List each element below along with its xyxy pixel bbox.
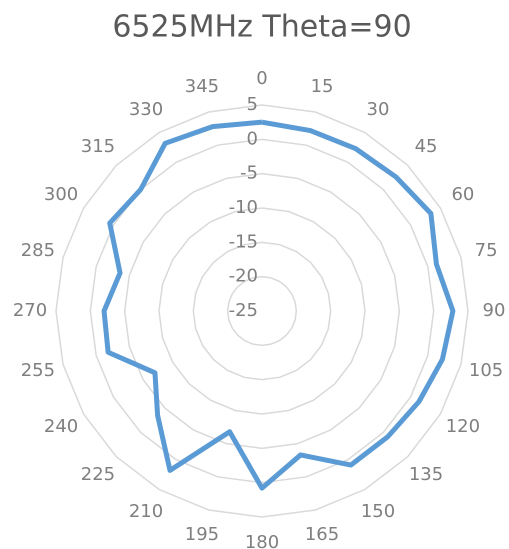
- category-label: 285: [21, 240, 55, 261]
- grid-ring: [89, 138, 435, 484]
- category-label: 150: [361, 501, 395, 522]
- category-label: 330: [129, 99, 163, 120]
- y-tick-label: 0: [247, 128, 258, 149]
- category-label: 225: [81, 464, 115, 485]
- y-tick-label: -10: [229, 197, 258, 218]
- category-label: 15: [311, 76, 334, 97]
- series-line: [101, 119, 456, 491]
- grid-ring: [226, 275, 298, 347]
- y-tick-label: -25: [229, 300, 258, 321]
- category-label: 45: [415, 136, 438, 157]
- category-label: 90: [483, 300, 506, 321]
- chart-title: 6525MHz Theta=90: [112, 10, 411, 45]
- category-label: 255: [21, 360, 55, 381]
- grid-ring: [158, 207, 366, 415]
- category-label: 75: [475, 240, 498, 261]
- category-label: 30: [367, 99, 390, 120]
- category-label: 180: [245, 532, 279, 549]
- y-tick-label: 5: [247, 94, 258, 115]
- y-tick-label: -20: [229, 266, 258, 287]
- grid-ring: [123, 172, 401, 450]
- category-label: 315: [81, 136, 115, 157]
- y-tick-label: -5: [240, 163, 258, 184]
- category-label: 0: [256, 68, 267, 89]
- grid-ring: [192, 241, 332, 381]
- category-label: 60: [451, 184, 474, 205]
- y-tick-label: -15: [229, 231, 258, 252]
- category-label: 120: [446, 416, 480, 437]
- category-label: 195: [185, 524, 219, 545]
- category-label: 135: [409, 464, 443, 485]
- category-label: 240: [44, 416, 78, 437]
- category-label: 165: [305, 524, 339, 545]
- category-label: 105: [469, 360, 503, 381]
- category-label: 210: [129, 501, 163, 522]
- category-label: 345: [185, 76, 219, 97]
- grid-ring: [55, 104, 469, 518]
- category-label: 270: [13, 300, 47, 321]
- category-label: 300: [44, 184, 78, 205]
